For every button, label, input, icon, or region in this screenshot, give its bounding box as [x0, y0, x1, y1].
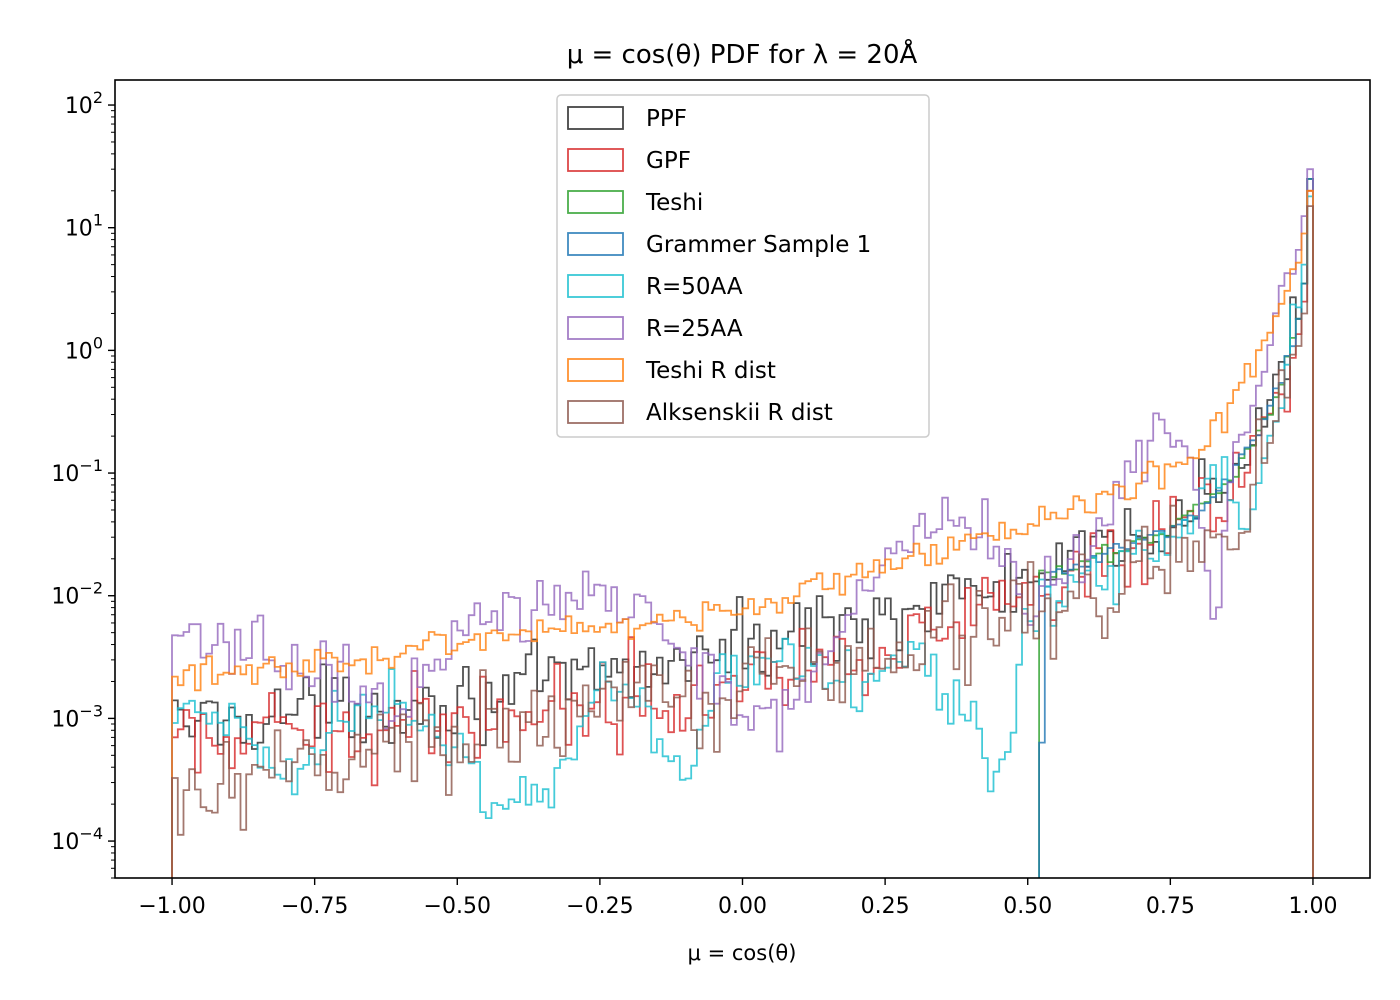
legend-frame — [556, 94, 930, 438]
legend-swatch — [567, 400, 624, 424]
y-tick-label: 10−4 — [51, 824, 103, 855]
y-tick-base: 10 — [65, 339, 93, 364]
y-tick-base: 10 — [65, 217, 93, 242]
y-tick-label: 10−1 — [51, 456, 103, 487]
legend-label: PPF — [646, 106, 687, 132]
legend-swatch — [567, 358, 624, 382]
legend-swatch — [567, 148, 624, 172]
x-tick-label: −0.50 — [424, 894, 491, 919]
legend-label: Alksenskii R dist — [646, 400, 833, 426]
y-tick-base: 10 — [51, 830, 79, 855]
series-group — [171, 168, 1314, 878]
x-tick-label: 0.00 — [718, 894, 767, 919]
legend-swatch — [567, 190, 624, 214]
legend-swatch — [567, 316, 624, 340]
series-line-alksenskii-r-dist — [171, 205, 1314, 878]
legend-label: Teshi — [645, 190, 703, 216]
y-tick-label: 100 — [65, 333, 103, 364]
y-tick-base: 10 — [51, 585, 79, 610]
legend-label: Grammer Sample 1 — [646, 232, 871, 258]
legend-label: R=50AA — [646, 274, 743, 300]
x-tick-label: 0.25 — [861, 894, 910, 919]
y-tick-base: 10 — [65, 94, 93, 119]
legend-label: Teshi R dist — [645, 358, 776, 384]
chart-title: μ = cos(θ) PDF for λ = 20Å — [567, 38, 918, 70]
y-tick-label: 10−3 — [51, 701, 103, 732]
x-tick-label: −0.25 — [566, 894, 633, 919]
y-tick-base: 10 — [51, 707, 79, 732]
y-tick-label: 102 — [65, 88, 103, 119]
y-tick-exponent: −4 — [79, 824, 103, 843]
x-tick-label: 1.00 — [1288, 894, 1337, 919]
x-tick-label: 0.75 — [1146, 894, 1195, 919]
legend-swatch — [567, 106, 624, 130]
y-tick-exponent: 1 — [93, 211, 103, 230]
x-axis-label: μ = cos(θ) — [688, 941, 797, 965]
y-tick-exponent: 2 — [93, 88, 103, 107]
x-tick-label: 0.50 — [1003, 894, 1052, 919]
x-tick-label: −0.75 — [281, 894, 348, 919]
y-tick-exponent: −1 — [79, 456, 103, 475]
y-tick-exponent: −3 — [79, 701, 103, 720]
y-tick-exponent: −2 — [79, 579, 103, 598]
x-tick-label: −1.00 — [138, 894, 205, 919]
legend-label: GPF — [646, 148, 691, 174]
series-line-teshi-r-dist — [171, 189, 1314, 878]
legend: PPF GPF Teshi Grammer Sample 1 R=50AA R=25AA T… — [556, 94, 930, 438]
legend-label: R=25AA — [646, 316, 743, 342]
legend-swatch — [567, 232, 624, 256]
x-axis-ticks: −1.00 −0.75 −0.50 −0.25 0.00 0.25 0.50 0.75 1.00 — [138, 878, 1337, 919]
y-tick-base: 10 — [51, 462, 79, 487]
legend-swatch — [567, 274, 624, 298]
y-tick-label: 101 — [65, 211, 103, 242]
y-tick-label: 10−2 — [51, 579, 103, 610]
y-tick-exponent: 0 — [93, 333, 103, 352]
